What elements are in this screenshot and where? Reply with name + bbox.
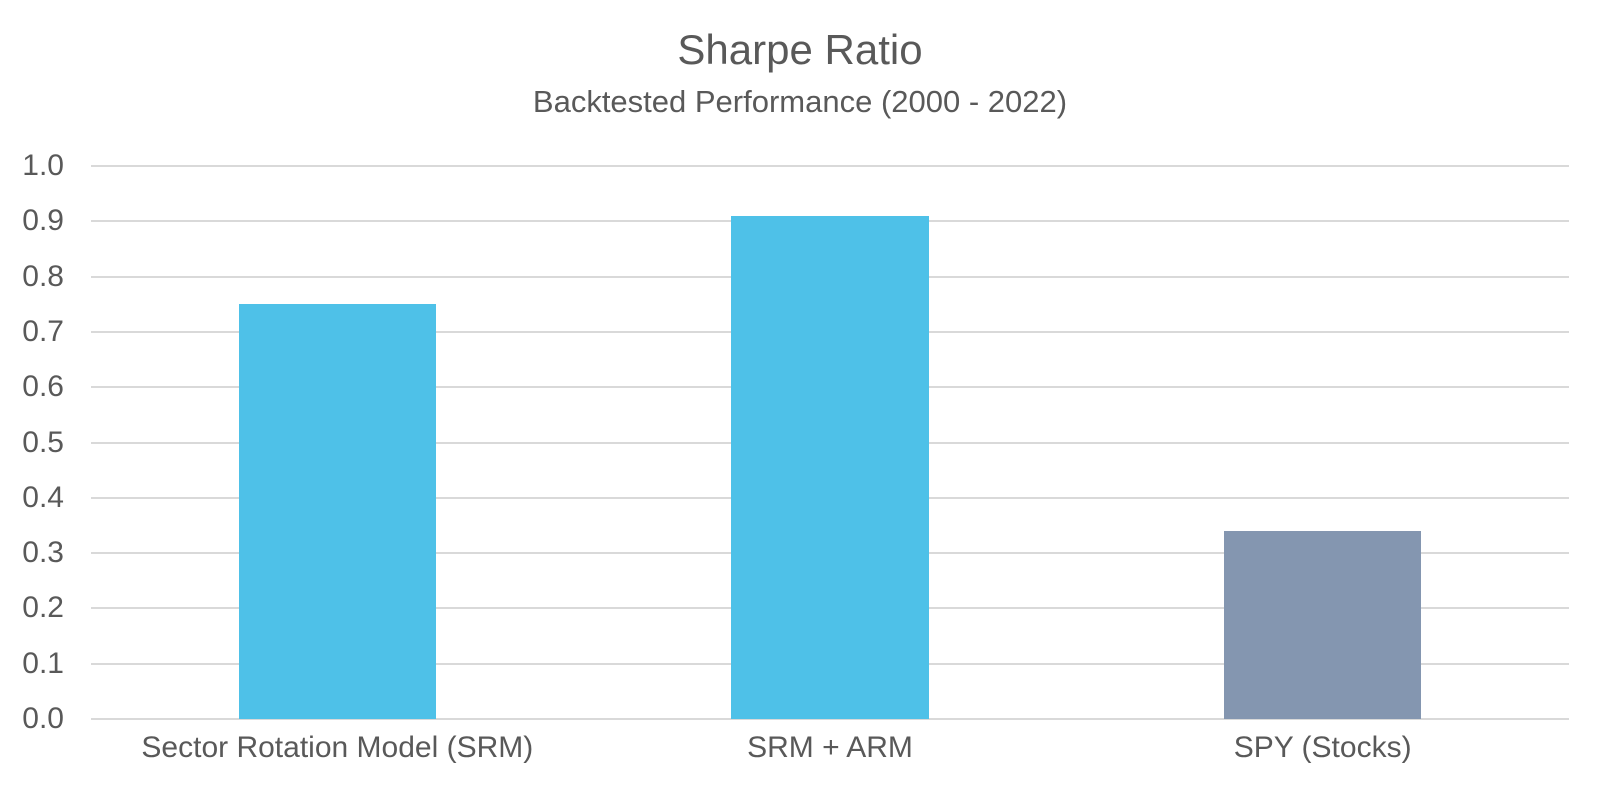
plot-area xyxy=(91,165,1569,720)
bar-1 xyxy=(238,304,436,719)
y-tick-label: 0.7 xyxy=(22,314,64,348)
y-tick-label: 0.5 xyxy=(22,425,64,459)
y-tick-label: 0.9 xyxy=(22,204,64,238)
bar-3 xyxy=(1224,530,1422,719)
chart-subtitle: Backtested Performance (2000 - 2022) xyxy=(532,84,1068,119)
x-category-label: SRM + ARM xyxy=(747,731,913,764)
y-tick-label: 0.2 xyxy=(22,591,64,625)
y-tick-label: 0.0 xyxy=(22,702,64,735)
chart-title: Sharpe Ratio xyxy=(677,26,923,73)
gridline xyxy=(91,718,1569,720)
y-tick-label: 0.1 xyxy=(22,646,64,680)
y-tick-label: 1.0 xyxy=(22,149,64,182)
y-tick-label: 0.8 xyxy=(22,259,64,293)
x-axis-labels: Sector Rotation Model (SRM) SRM + ARM SPY … xyxy=(91,731,1569,775)
y-tick-label: 0.3 xyxy=(22,536,64,570)
x-category-label: SPY (Stocks) xyxy=(1233,731,1412,764)
bar-2 xyxy=(731,215,929,719)
gridline xyxy=(91,165,1569,167)
y-tick-label: 0.6 xyxy=(22,370,64,404)
y-tick-label: 0.4 xyxy=(22,480,64,514)
y-axis-ticks: 0.0 0.1 0.2 0.3 0.4 0.5 0.6 0.7 0.8 0.9 1.0 xyxy=(0,149,64,735)
x-category-label: Sector Rotation Model (SRM) xyxy=(141,731,534,764)
